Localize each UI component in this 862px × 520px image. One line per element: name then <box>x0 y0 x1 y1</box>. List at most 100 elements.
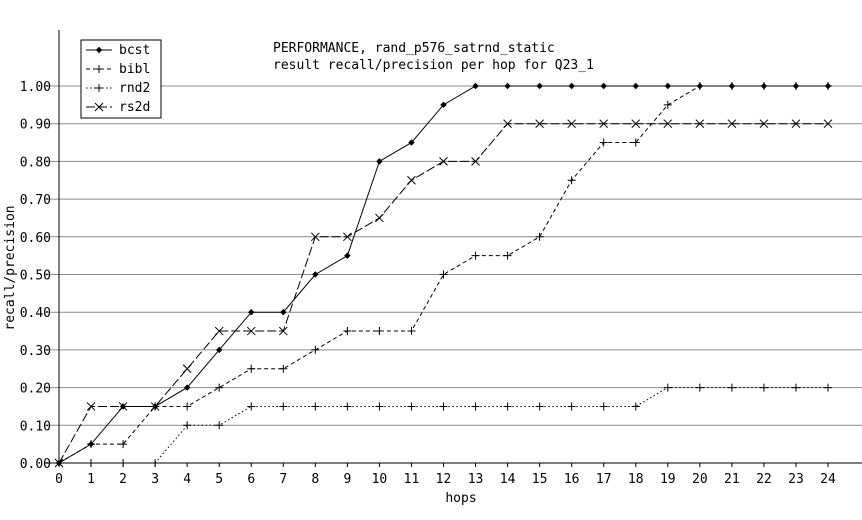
data-point-bibl <box>759 82 768 90</box>
data-point-rs2d <box>54 458 64 468</box>
y-tick-label: 0.20 <box>20 382 51 397</box>
data-point-bibl <box>824 82 832 90</box>
x-tick-label: 18 <box>628 472 644 487</box>
data-point-bibl <box>727 82 736 90</box>
data-point-bcst <box>376 158 383 165</box>
x-tick-label: 3 <box>151 472 159 487</box>
data-point-bibl <box>375 327 384 336</box>
x-tick-label: 9 <box>343 472 351 487</box>
y-tick-label: 0.10 <box>20 419 51 434</box>
data-point-bibl <box>183 402 192 411</box>
data-point-rs2d <box>118 402 128 411</box>
data-point-rs2d <box>310 232 320 242</box>
data-point-bibl <box>471 251 480 260</box>
x-tick-label: 0 <box>55 472 63 487</box>
x-tick-label: 10 <box>372 472 388 487</box>
x-tick-label: 2 <box>119 472 127 487</box>
data-point-bcst <box>664 82 671 90</box>
data-point-bcst <box>312 271 319 278</box>
legend-item-bcst: bcst <box>86 43 150 58</box>
data-point-bibl <box>535 232 544 241</box>
data-point-bibl <box>119 440 128 449</box>
legend-label: bcst <box>119 43 150 58</box>
data-point-bcst <box>280 308 287 316</box>
y-tick-label: 0.50 <box>20 269 51 284</box>
data-point-rs2d <box>503 119 512 129</box>
data-point-bibl <box>503 251 512 260</box>
data-point-rs2d <box>182 364 192 374</box>
x-tick-label: 19 <box>660 472 676 487</box>
x-tick-label: 12 <box>436 472 452 487</box>
data-point-rnd2 <box>375 402 384 411</box>
y-tick-label: 1.00 <box>20 80 51 95</box>
x-tick-label: 8 <box>311 472 319 487</box>
data-point-rnd2 <box>343 402 352 411</box>
legend-label: bibl <box>119 62 150 77</box>
data-point-bibl <box>311 345 320 354</box>
series-line-rs2d <box>58 123 828 464</box>
data-point-bcst <box>344 252 351 259</box>
data-point-rs2d <box>663 119 673 129</box>
y-tick-label: 0.90 <box>20 118 51 133</box>
data-point-bibl <box>87 440 96 449</box>
data-point-rs2d <box>246 326 256 336</box>
data-point-rs2d <box>535 119 544 129</box>
data-point-rnd2 <box>567 402 576 411</box>
data-point-rnd2 <box>695 383 704 392</box>
data-point-rnd2 <box>663 383 672 392</box>
data-point-rs2d <box>599 119 609 129</box>
data-point-rnd2 <box>311 402 320 411</box>
data-point-bcst <box>504 82 511 90</box>
data-point-rnd2 <box>791 383 800 392</box>
data-point-bibl <box>599 138 608 147</box>
data-point-rs2d <box>631 119 641 129</box>
data-point-bibl <box>247 364 256 373</box>
data-point-rnd2 <box>727 383 736 392</box>
data-point-bibl <box>279 364 288 373</box>
data-point-bcst <box>408 139 415 146</box>
data-point-bibl <box>791 82 800 90</box>
data-point-bcst <box>440 101 447 109</box>
data-point-rnd2 <box>824 383 832 392</box>
legend-marker <box>95 65 103 73</box>
data-point-rs2d <box>727 119 737 129</box>
y-tick-label: 0.80 <box>20 155 51 170</box>
x-tick-label: 11 <box>404 472 420 487</box>
data-point-rs2d <box>823 119 833 129</box>
data-point-rs2d <box>214 326 224 336</box>
data-point-rnd2 <box>183 421 192 430</box>
series-group <box>54 82 833 468</box>
data-point-rs2d <box>695 119 705 129</box>
data-point-rnd2 <box>471 402 480 411</box>
x-tick-label: 23 <box>788 472 804 487</box>
y-tick-label: 0.00 <box>20 457 51 472</box>
data-point-rnd2 <box>503 402 512 411</box>
legend-item-rs2d: rs2d <box>86 100 150 115</box>
x-tick-label: 21 <box>724 472 740 487</box>
x-tick-label: 20 <box>692 472 708 487</box>
legend-item-bibl: bibl <box>86 62 150 77</box>
y-tick-labels: 0.00 0.10 0.20 0.30 0.40 0.50 0.60 0.70 0.80 0.90… <box>20 80 51 472</box>
legend-marker <box>95 46 103 54</box>
y-axis-label: recall/precision <box>3 205 18 330</box>
x-tick-label: 6 <box>247 472 255 487</box>
x-tick-label: 17 <box>596 472 612 487</box>
x-tick-label: 5 <box>215 472 223 487</box>
data-point-rs2d <box>375 213 384 223</box>
data-point-rnd2 <box>439 402 448 411</box>
series-rnd2 <box>55 383 832 467</box>
chart-title: PERFORMANCE, rand_p576_satrnd_static <box>273 41 555 56</box>
data-point-rnd2 <box>279 402 288 411</box>
data-point-bcst <box>600 82 607 90</box>
data-point-rnd2 <box>247 402 256 411</box>
data-point-bcst <box>632 82 639 90</box>
data-point-bibl <box>695 82 704 90</box>
data-point-rnd2 <box>215 421 224 430</box>
data-point-rnd2 <box>599 402 608 411</box>
x-tick-label: 4 <box>183 472 191 487</box>
data-point-rs2d <box>278 326 288 336</box>
data-point-rs2d <box>471 157 480 166</box>
x-tick-label: 16 <box>564 472 580 487</box>
legend-marker <box>94 102 104 112</box>
